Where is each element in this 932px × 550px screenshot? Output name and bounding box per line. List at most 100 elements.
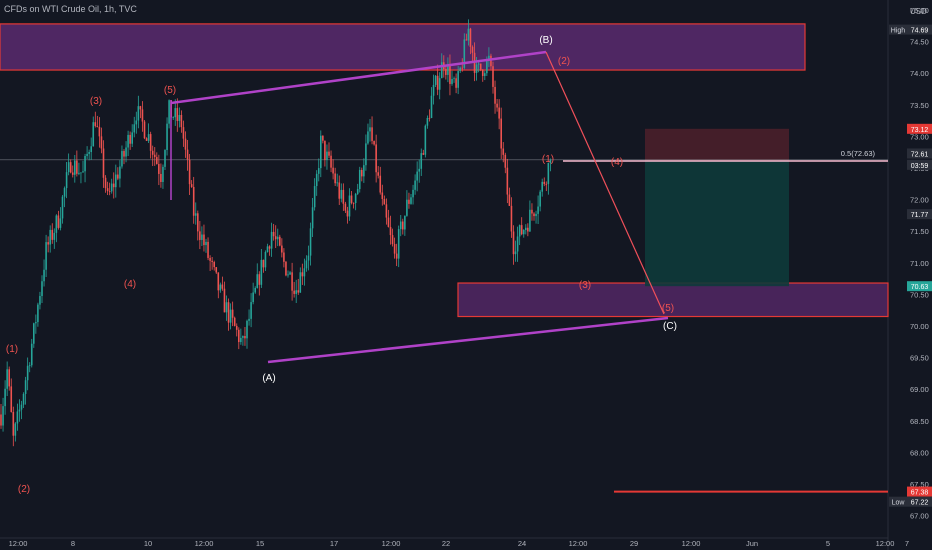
price-badge-tag-label: Low <box>892 500 906 507</box>
candle-body <box>324 140 326 160</box>
candle-body <box>219 284 222 291</box>
currency-label: USD <box>910 7 927 16</box>
wave-label-major: (B) <box>539 35 552 46</box>
candle-body <box>84 155 86 172</box>
y-tick-label: 69.00 <box>910 385 929 394</box>
candle-body <box>63 188 66 197</box>
candle-body <box>412 189 414 198</box>
candle-body <box>453 78 455 80</box>
candle-body <box>350 195 353 203</box>
candle-body <box>262 259 265 268</box>
candle-body <box>506 167 509 195</box>
candle-body <box>285 261 287 276</box>
candle-body <box>57 215 60 228</box>
candle-body <box>176 108 179 121</box>
candle-body <box>434 75 437 85</box>
candle-body <box>74 160 76 175</box>
wave-label: (3) <box>579 280 591 291</box>
candle-body <box>274 236 277 240</box>
candle-body <box>504 154 507 168</box>
candle-body <box>133 124 136 133</box>
y-tick-label: 68.00 <box>910 448 929 457</box>
candle-body <box>393 244 396 254</box>
stop-loss-box[interactable] <box>645 128 789 162</box>
candle-body <box>494 86 496 104</box>
candle-body <box>166 123 168 151</box>
candle-body <box>432 84 435 96</box>
candle-body <box>225 302 228 313</box>
x-tick-label: 12:00 <box>876 539 895 548</box>
candle-body <box>352 202 355 204</box>
candle-body <box>342 189 345 204</box>
candle-body <box>153 154 156 158</box>
candle-body <box>205 241 207 246</box>
supply-zone[interactable] <box>0 23 806 71</box>
candle-body <box>49 229 51 245</box>
candle-body <box>408 199 410 204</box>
price-badge <box>907 496 932 507</box>
y-tick-label: 73.50 <box>910 101 929 110</box>
candle-body <box>43 269 45 282</box>
price-badge <box>907 24 932 35</box>
candle-body <box>194 213 197 216</box>
candle-body <box>242 335 244 338</box>
candle-body <box>149 134 152 151</box>
x-tick-label: 8 <box>71 539 75 548</box>
y-tick-label: 69.50 <box>910 354 929 363</box>
x-tick-label: 12:00 <box>9 539 28 548</box>
candle-body <box>336 182 338 184</box>
candle-body <box>244 335 246 339</box>
price-badge <box>907 148 932 159</box>
price-badge <box>907 209 932 220</box>
price-badge <box>907 123 932 134</box>
candle-body <box>192 186 195 216</box>
candle-body <box>190 184 193 187</box>
candle-body <box>8 369 10 387</box>
candle-body <box>108 191 111 192</box>
candle-body <box>340 189 343 199</box>
candle-body <box>469 28 472 47</box>
candle-body <box>65 172 68 189</box>
candle-body <box>172 117 174 119</box>
price-badge-value: 67.22 <box>911 500 929 507</box>
candle-body <box>369 127 371 132</box>
candle-body <box>440 62 443 79</box>
wave-line-lower[interactable] <box>267 316 669 364</box>
y-tick-label: 67.50 <box>910 480 929 489</box>
wave-label: (2) <box>558 56 570 67</box>
y-tick-label: 67.00 <box>910 512 929 521</box>
candle-body <box>110 183 113 192</box>
candle-body <box>525 227 527 230</box>
candle-body <box>496 103 498 108</box>
x-tick-label: 10 <box>144 539 152 548</box>
candle-body <box>26 365 29 381</box>
candle-body <box>270 231 273 249</box>
take-profit-box[interactable] <box>645 161 789 287</box>
x-tick-label: 29 <box>630 539 638 548</box>
candle-body <box>209 257 211 261</box>
candle-body <box>406 199 408 216</box>
y-tick-label: 71.00 <box>910 259 929 268</box>
candle-body <box>301 272 304 277</box>
candle-body <box>258 274 261 285</box>
candle-body <box>266 246 269 253</box>
candle-body <box>451 79 453 84</box>
candle-body <box>182 127 185 139</box>
candle-body <box>428 117 431 119</box>
candle-body <box>418 168 420 172</box>
candle-body <box>12 411 15 436</box>
candle-body <box>402 221 404 230</box>
candle-body <box>0 414 2 426</box>
candle-body <box>78 172 80 174</box>
candle-body <box>326 151 328 160</box>
candle-body <box>416 171 418 181</box>
wave-line-upper[interactable] <box>170 50 547 105</box>
candle-body <box>117 174 119 179</box>
candle-body <box>186 149 189 160</box>
candle-body <box>545 183 548 185</box>
candle-body <box>363 165 365 177</box>
projection-line[interactable] <box>545 51 665 315</box>
wave-label: (1) <box>6 344 18 355</box>
demand-zone[interactable] <box>457 282 889 318</box>
